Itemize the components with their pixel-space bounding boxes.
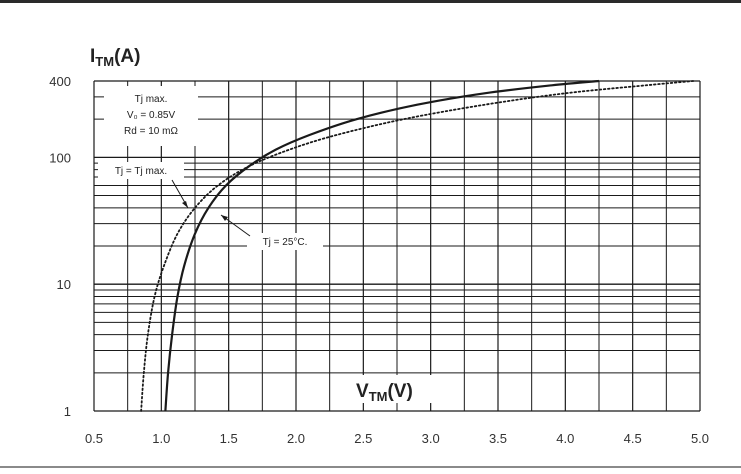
x-axis-main: V [356, 381, 369, 402]
x-tick-label: 3.0 [422, 431, 440, 446]
parameters-box [104, 86, 198, 146]
tjmax-label: Tj = Tj max. [115, 166, 167, 177]
x-tick-label: 4.0 [556, 431, 574, 446]
x-tick-label: 0.5 [85, 431, 103, 446]
top-rule [0, 0, 741, 3]
major-grid [93, 80, 701, 412]
x-axis-unit: (V) [387, 381, 412, 402]
y-axis-sub: TM [95, 54, 114, 69]
y-tick-label: 10 [57, 277, 71, 292]
x-tick-label: 1.5 [220, 431, 238, 446]
x-tick-label: 2.0 [287, 431, 305, 446]
x-tick-label: 3.5 [489, 431, 507, 446]
series-layer [140, 79, 695, 412]
y-tick-label: 400 [49, 74, 71, 89]
box-line-1: Tj max. [135, 94, 168, 105]
y-axis-title: ITM(A) [90, 46, 140, 69]
tj25-arrow-head [221, 215, 228, 221]
tj25-label-bg [247, 233, 323, 250]
series-line-tj-25c [164, 79, 600, 412]
minor-grid [94, 80, 700, 411]
x-axis-sub: TM [369, 389, 388, 404]
y-axis-unit: (A) [114, 46, 140, 67]
box-line-3: Rd = 10 mΩ [124, 126, 178, 137]
tj25-label: Tj = 25°C. [263, 237, 308, 248]
y-tick-labels: 1 10 100 400 [49, 74, 71, 419]
x-tick-label: 5.0 [691, 431, 709, 446]
x-tick-label: 2.5 [354, 431, 372, 446]
y-tick-label: 100 [49, 150, 71, 165]
x-tick-label: 1.0 [152, 431, 170, 446]
x-tick-labels: 0.5 1.0 1.5 2.0 2.5 3.0 3.5 4.0 4.5 5.0 [85, 431, 709, 446]
y-axis-main: I [90, 46, 95, 67]
tjmax-label-bg [98, 162, 184, 179]
series-line-tj-max [140, 80, 695, 412]
x-axis-title-bg [352, 375, 442, 403]
y-tick-label: 1 [64, 404, 71, 419]
bottom-rule [0, 466, 741, 468]
x-tick-label: 4.5 [624, 431, 642, 446]
x-axis-title: VTM(V) [356, 381, 413, 404]
tjmax-arrow-head [182, 201, 188, 208]
box-line-2: V₀ = 0.85V [127, 110, 176, 121]
